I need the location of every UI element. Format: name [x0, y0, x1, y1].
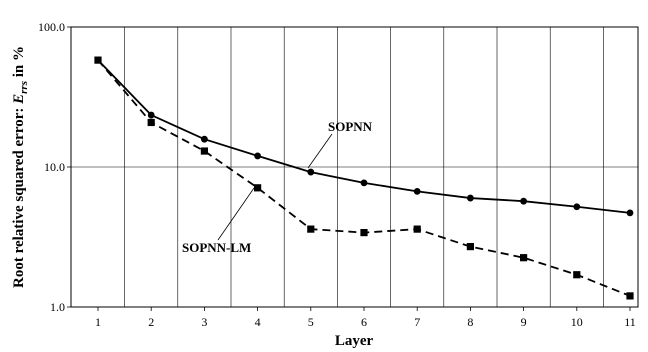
data-point-sopnn — [467, 194, 474, 202]
y-axis-title-suffix: in % — [11, 46, 27, 81]
sopnn-label-leader — [307, 133, 333, 169]
y-axis-ticks: 1.0 10.0 100.0 — [38, 20, 71, 314]
x-tick-label: 6 — [361, 315, 367, 329]
data-point-sopnn-lm — [360, 228, 368, 237]
x-tick-label: 9 — [521, 315, 527, 329]
grid-lines — [71, 27, 638, 307]
x-tick-label: 4 — [255, 315, 261, 329]
data-point-sopnn — [573, 203, 581, 211]
sopnn-lm-series-label: SOPNN-LM — [182, 240, 251, 255]
x-tick-label: 10 — [571, 315, 583, 329]
x-axis-title: Layer — [335, 333, 374, 349]
x-tick-label: 5 — [308, 315, 314, 329]
data-point-sopnn — [360, 179, 368, 187]
y-tick-label: 100.0 — [38, 20, 65, 34]
x-tick-label: 1 — [95, 315, 101, 329]
x-tick-label: 11 — [624, 315, 636, 329]
data-point-sopnn — [413, 187, 421, 195]
sopnn-lm-label-leader — [217, 187, 255, 241]
data-point-sopnn — [201, 135, 208, 143]
x-axis-ticks: 1 2 3 4 5 6 7 8 9 10 11 — [95, 307, 636, 329]
data-point-sopnn-lm — [307, 225, 315, 233]
x-tick-label: 3 — [201, 315, 207, 329]
y-tick-label: 1.0 — [50, 300, 65, 314]
data-point-sopnn-lm — [200, 147, 208, 155]
data-point-sopnn-lm — [413, 225, 421, 233]
data-point-sopnn — [254, 152, 261, 160]
data-point-sopnn-lm — [626, 292, 634, 300]
data-point-sopnn — [307, 168, 315, 176]
series — [94, 56, 634, 300]
data-point-sopnn-lm — [147, 118, 155, 127]
x-tick-label: 2 — [148, 315, 154, 329]
y-axis-title: Root relative squared error: Errs in % — [11, 46, 30, 288]
data-point-sopnn-lm — [573, 271, 581, 279]
x-tick-label: 7 — [414, 315, 420, 329]
y-tick-label: 10.0 — [44, 160, 65, 174]
data-point-sopnn — [520, 197, 527, 205]
y-axis-title-subscript: rrs — [18, 81, 30, 94]
data-point-sopnn-lm — [520, 254, 528, 262]
x-tick-label: 8 — [467, 315, 473, 329]
data-point-sopnn-lm — [94, 56, 102, 64]
y-axis-title-prefix: Root relative squared error: — [11, 104, 27, 288]
data-point-sopnn-lm — [254, 184, 262, 192]
y-axis-title-symbol: E — [11, 94, 27, 105]
data-point-sopnn — [626, 209, 634, 217]
data-point-sopnn-lm — [466, 243, 474, 251]
data-point-sopnn — [147, 111, 155, 119]
sopnn-series-label: SOPNN — [328, 119, 373, 134]
series-labels: SOPNN SOPNN-LM — [182, 119, 373, 255]
